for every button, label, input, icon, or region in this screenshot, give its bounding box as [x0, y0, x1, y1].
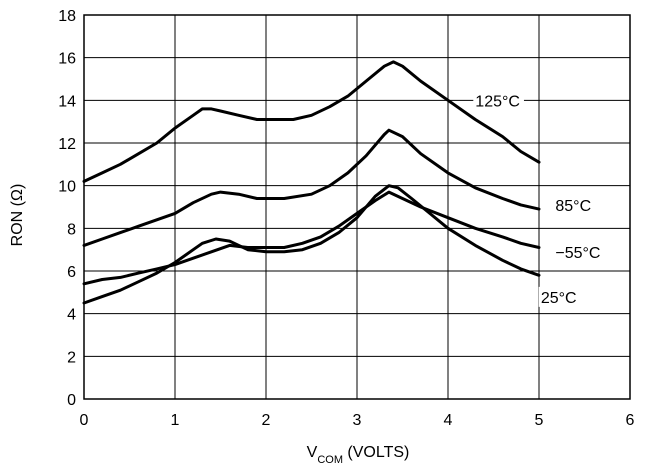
series-line-0	[82, 60, 541, 183]
x-axis-label-main: V	[307, 444, 318, 461]
series-label-bg	[553, 195, 596, 216]
x-axis-label-rest: (VOLTS)	[343, 444, 409, 461]
y-tick-label: 2	[67, 349, 76, 366]
series-label-bg	[553, 242, 605, 263]
y-axis-label: RON (Ω)	[9, 184, 26, 247]
x-tick-label: 2	[262, 412, 271, 429]
y-tick-labels: 0 2 4 6 8 10 12 14 16 18	[58, 8, 76, 409]
x-tick-label: 3	[353, 412, 362, 429]
series-line-3	[82, 184, 541, 305]
series-line-2	[82, 190, 541, 286]
y-tick-label: 18	[58, 8, 76, 25]
x-tick-label: 1	[171, 412, 180, 429]
y-tick-label: 14	[58, 93, 76, 110]
y-tick-label: 12	[58, 136, 76, 153]
x-tick-labels: 0 1 2 3 4 5 6	[80, 412, 635, 429]
y-tick-label: 10	[58, 179, 76, 196]
series-label-bg	[538, 286, 581, 307]
series-label: −55°C	[555, 245, 600, 262]
series-lines	[82, 60, 541, 305]
x-axis-label-sub: COM	[317, 454, 343, 466]
x-tick-label: 6	[626, 412, 635, 429]
y-tick-label: 0	[67, 392, 76, 409]
y-tick-label: 6	[67, 264, 76, 281]
grid	[83, 14, 631, 400]
y-tick-label: 16	[58, 51, 76, 68]
x-tick-label: 4	[444, 412, 453, 429]
series-label-bg	[473, 90, 524, 111]
x-axis-label: VCOM (VOLTS)	[307, 444, 410, 466]
series-label: 85°C	[555, 198, 591, 215]
y-tick-label: 8	[67, 221, 76, 238]
plot-frame	[83, 14, 631, 400]
series-label: 25°C	[541, 290, 577, 307]
series-labels: 125°C 85°C −55°C 25°C	[473, 90, 605, 307]
series-label: 125°C	[475, 94, 520, 111]
x-tick-label: 5	[535, 412, 544, 429]
x-tick-label: 0	[80, 412, 89, 429]
series-line-1	[82, 128, 541, 247]
y-tick-label: 4	[67, 307, 76, 324]
